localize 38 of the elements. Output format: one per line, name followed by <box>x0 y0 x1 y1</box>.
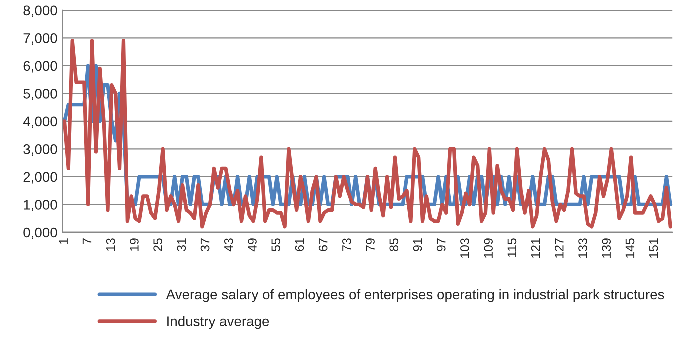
y-tick-label: 7,000 <box>24 34 58 45</box>
x-tick-label: 103 <box>460 238 470 258</box>
y-tick-label: 4,000 <box>23 116 58 128</box>
y-tick-label: 6,000 <box>24 61 58 73</box>
x-tick-label: 79 <box>366 238 375 252</box>
x-tick-label: 151 <box>650 238 658 258</box>
legend-label: Industry average <box>168 316 270 330</box>
x-tick-label: 127 <box>554 238 564 258</box>
x-tick-label: 19 <box>130 238 139 251</box>
x-tick-label: 115 <box>508 238 517 258</box>
y-tick-label: 0,000 <box>24 228 58 240</box>
x-tick-label: 7 <box>82 238 92 244</box>
x-tick-label: 49 <box>248 238 257 252</box>
x-tick-label: 31 <box>177 238 186 252</box>
y-tick-label: 8,000 <box>24 6 58 18</box>
x-tick-label: 73 <box>342 238 352 252</box>
x-tick-label: 139 <box>602 238 612 258</box>
x-tick-label: 37 <box>200 238 210 252</box>
x-tick-label: 91 <box>413 238 422 252</box>
x-tick-label: 67 <box>318 238 328 252</box>
x-tick-label: 55 <box>272 238 281 252</box>
y-tick-label: 5,000 <box>24 89 58 100</box>
x-tick-label: 121 <box>531 238 540 258</box>
x-tick-label: 145 <box>626 238 635 258</box>
line-series <box>62 39 672 229</box>
x-tick-label: 97 <box>436 238 446 252</box>
x-tick-label: 85 <box>390 238 399 252</box>
y-tick-label: 3,000 <box>24 144 58 156</box>
x-tick-label: 133 <box>578 238 588 258</box>
y-tick-label: 1,000 <box>24 200 58 212</box>
x-tick-label: 1 <box>59 238 68 244</box>
x-tick-label: 25 <box>154 238 162 252</box>
x-tick-label: 13 <box>106 238 116 251</box>
x-tick-label: 61 <box>295 238 304 252</box>
legend-label: Average salary of employees of enterprises operating in industrial park structures <box>166 289 664 302</box>
x-tick-label: 43 <box>224 238 234 252</box>
y-tick-label: 2,000 <box>24 172 58 184</box>
x-tick-label: 109 <box>484 238 493 258</box>
